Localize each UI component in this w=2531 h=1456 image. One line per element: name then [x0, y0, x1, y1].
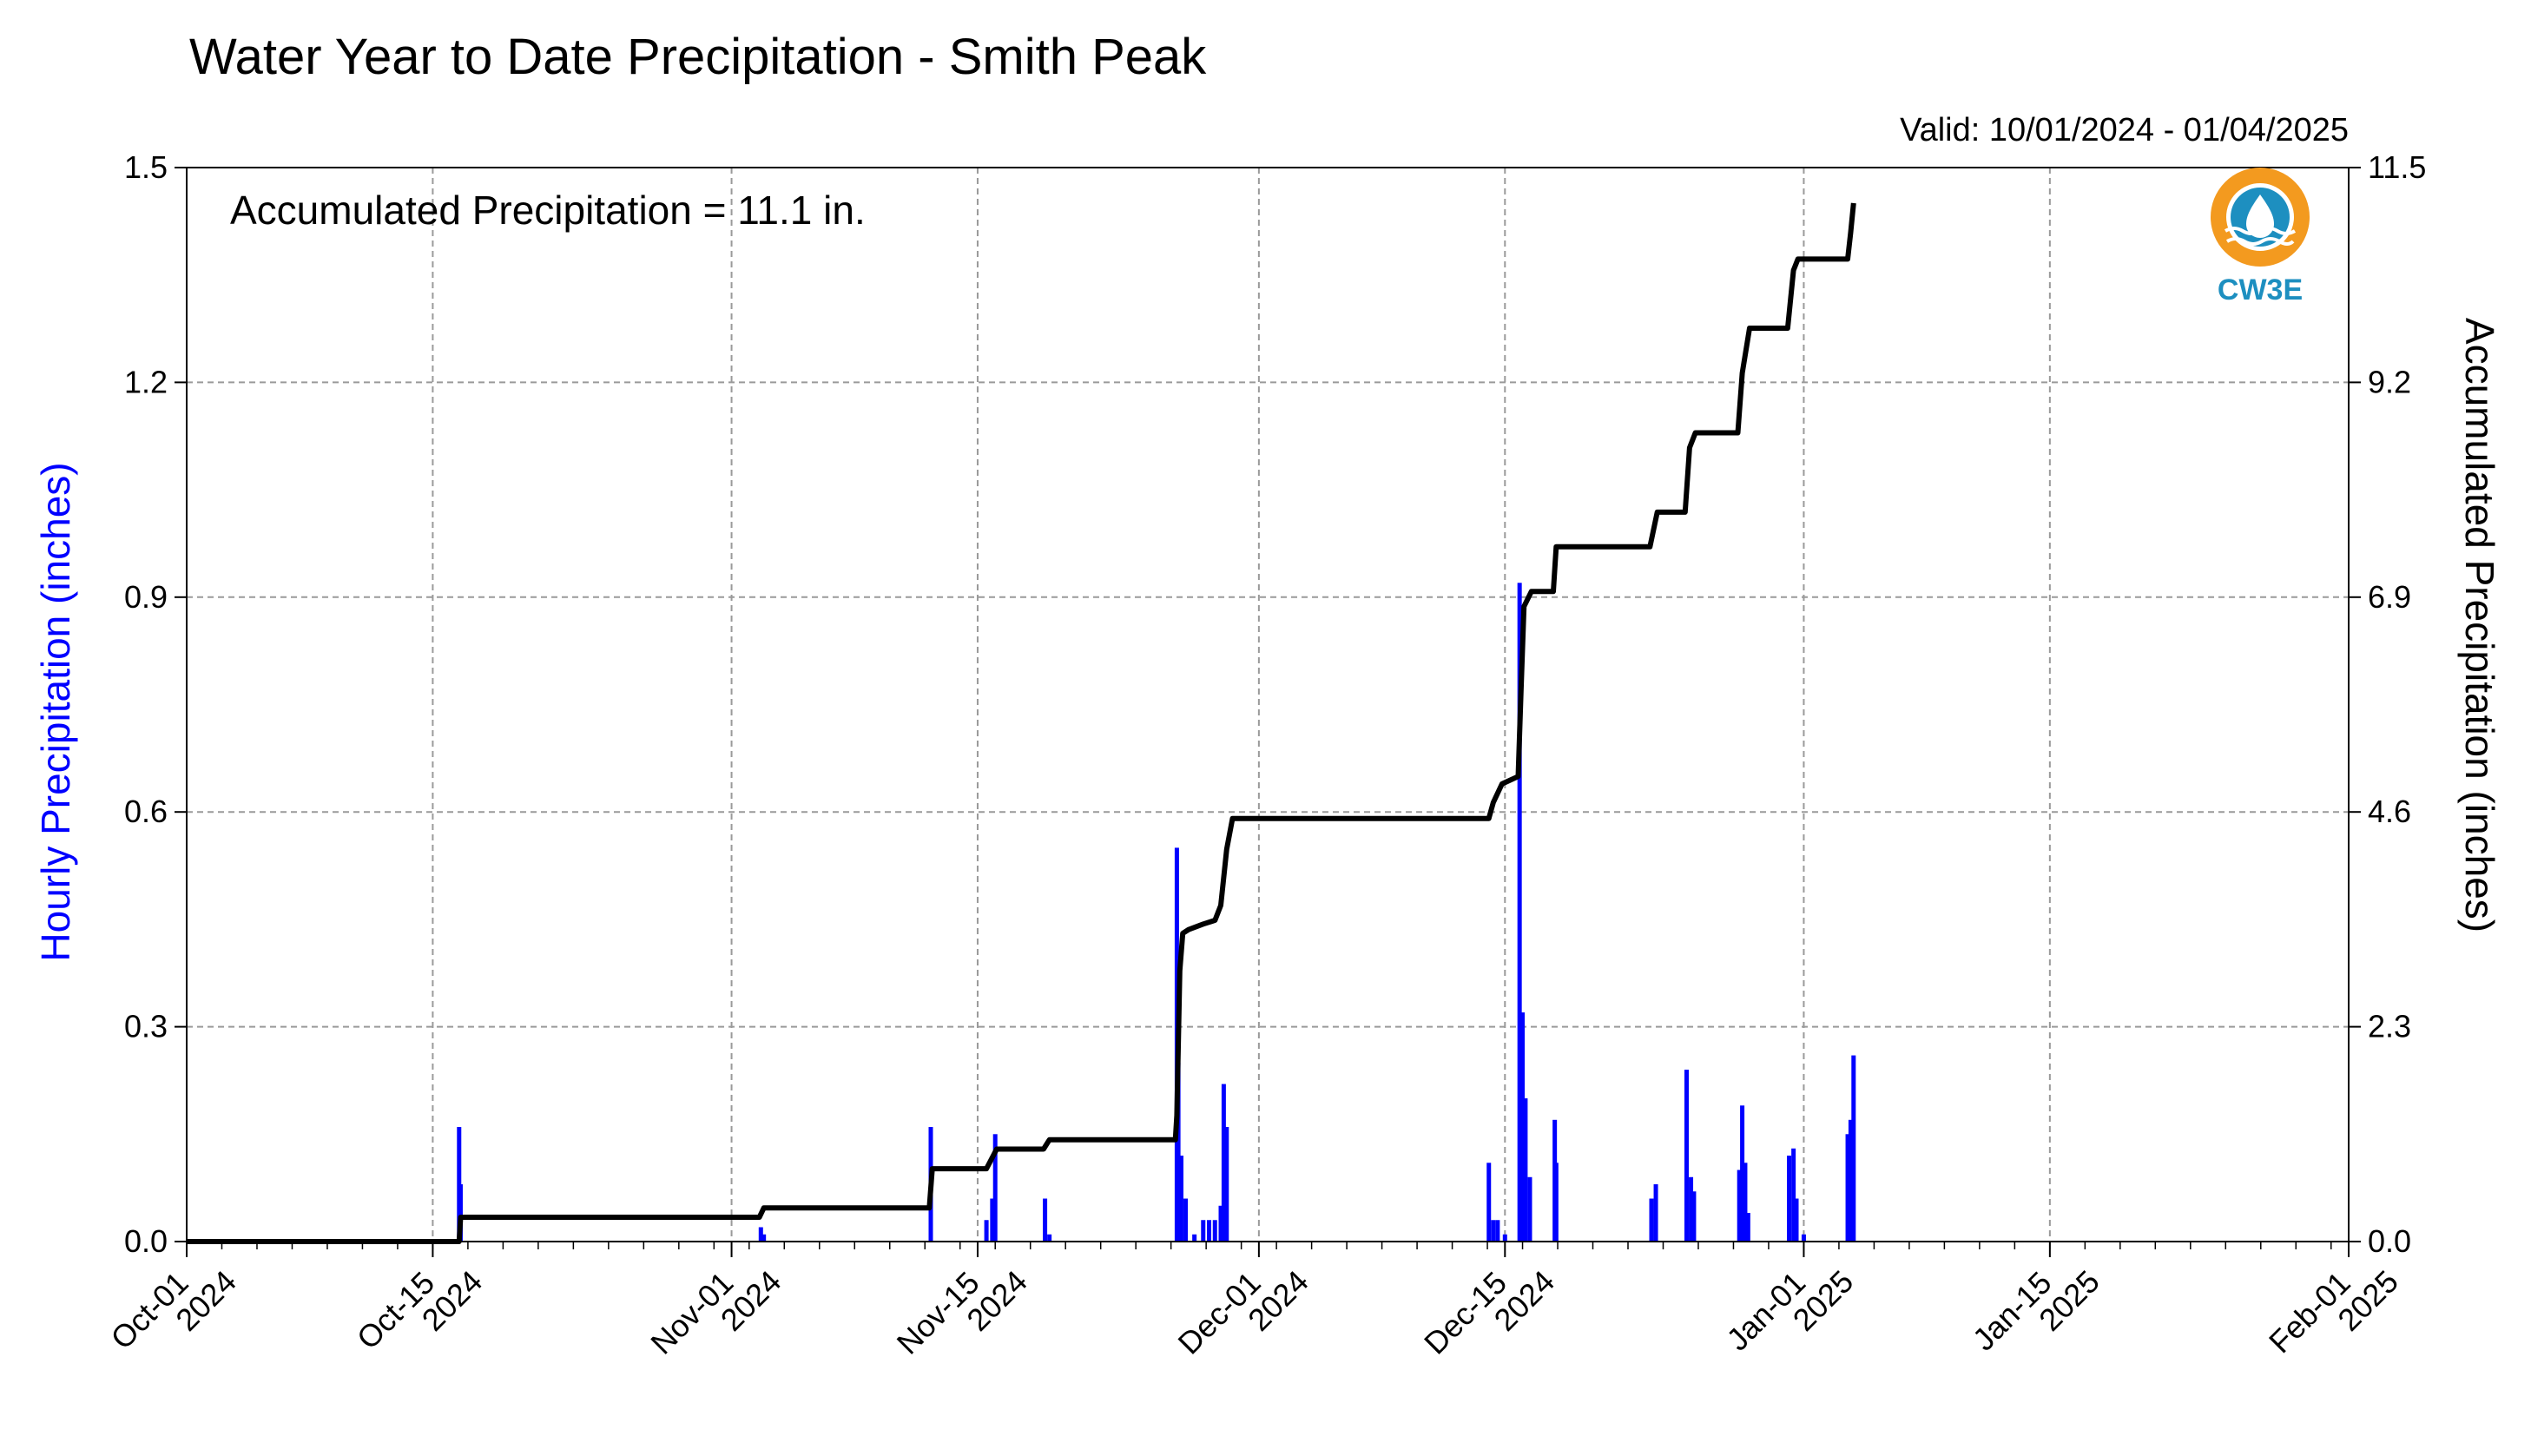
y2-tick-label: 2.3	[2368, 1009, 2411, 1044]
hourly-bar	[992, 1134, 998, 1242]
accumulated-line-group	[187, 202, 1856, 1244]
y-axis-label-right: Accumulated Precipitation (inches)	[2457, 318, 2502, 932]
y2-tick-label: 0.0	[2368, 1223, 2411, 1259]
right-y-ticks: 0.0 2.3 4.6 6.9 9.2 11.5	[2349, 149, 2426, 1259]
accumulated-annotation: Accumulated Precipitation = 11.1 in.	[230, 188, 866, 233]
hourly-bar	[1523, 1098, 1528, 1242]
accumulated-line	[187, 202, 1856, 1244]
hourly-bar	[1743, 1163, 1748, 1242]
hourly-bar	[458, 1184, 463, 1242]
y-axis-label-left: Hourly Precipitation (inches)	[33, 462, 78, 961]
hourly-bar	[1845, 1134, 1850, 1242]
y2-tick-label: 6.9	[2368, 579, 2411, 615]
hourly-bar	[1553, 1163, 1559, 1242]
hourly-bar	[1691, 1191, 1697, 1242]
hourly-bar	[1653, 1184, 1658, 1242]
hourly-bar	[1745, 1213, 1750, 1242]
wave-icon	[2224, 227, 2297, 246]
grid-lines	[187, 168, 2349, 1242]
hourly-bar	[1787, 1156, 1792, 1242]
hourly-bar	[1224, 1127, 1229, 1242]
hourly-bar	[1486, 1163, 1492, 1242]
hourly-bar	[1047, 1234, 1052, 1242]
hourly-bar	[1689, 1176, 1694, 1242]
hourly-bar	[1737, 1169, 1742, 1242]
hourly-bar	[1801, 1234, 1806, 1242]
hourly-bar	[1649, 1198, 1654, 1242]
y-tick-label: 0.0	[124, 1223, 168, 1259]
hourly-bar	[1192, 1234, 1197, 1242]
y2-tick-label: 9.2	[2368, 364, 2411, 399]
hourly-bar	[1517, 583, 1522, 1242]
plot-frame	[186, 167, 2350, 1242]
hourly-bar	[1848, 1119, 1853, 1242]
left-y-ticks: 0.0 0.3 0.6 0.9 1.2 1.5	[124, 149, 187, 1259]
y-tick-label: 1.2	[124, 364, 168, 399]
hourly-bar	[1218, 1205, 1223, 1242]
hourly-bar	[758, 1227, 763, 1242]
hourly-bar	[1502, 1234, 1507, 1242]
logo-text: CW3E	[2218, 273, 2303, 306]
y-tick-label: 0.6	[124, 794, 168, 829]
y2-tick-label: 4.6	[2368, 794, 2411, 829]
hourly-bar	[1201, 1220, 1206, 1242]
hourly-bar	[984, 1220, 989, 1242]
hourly-bar	[1684, 1070, 1689, 1242]
hourly-bar	[1183, 1198, 1189, 1242]
cw3e-logo: CW3E	[2211, 168, 2310, 306]
hourly-bar	[1176, 1062, 1181, 1242]
hourly-bar	[1491, 1220, 1496, 1242]
hourly-bar	[1207, 1220, 1212, 1242]
hourly-bar	[1851, 1055, 1856, 1242]
hourly-bar	[1495, 1220, 1500, 1242]
hourly-bar	[1527, 1176, 1532, 1242]
valid-date-range: Valid: 10/01/2024 - 01/04/2025	[1900, 112, 2349, 148]
hourly-bar	[1794, 1198, 1799, 1242]
hourly-bar	[1520, 1012, 1526, 1242]
hourly-bar	[990, 1198, 995, 1242]
y-tick-label: 0.3	[124, 1009, 168, 1044]
hourly-bar	[1043, 1198, 1048, 1242]
chart-title: Water Year to Date Precipitation - Smith…	[189, 29, 1207, 85]
y-tick-label: 1.5	[124, 149, 168, 185]
hourly-bar	[1178, 1156, 1183, 1242]
hourly-bar	[1740, 1105, 1745, 1242]
hourly-bar	[1791, 1148, 1796, 1242]
hourly-bar	[1212, 1220, 1217, 1242]
hourly-bar	[761, 1234, 767, 1242]
y-tick-label: 0.9	[124, 579, 168, 615]
hourly-bar	[1221, 1084, 1226, 1242]
y2-tick-label: 11.5	[2368, 149, 2426, 185]
